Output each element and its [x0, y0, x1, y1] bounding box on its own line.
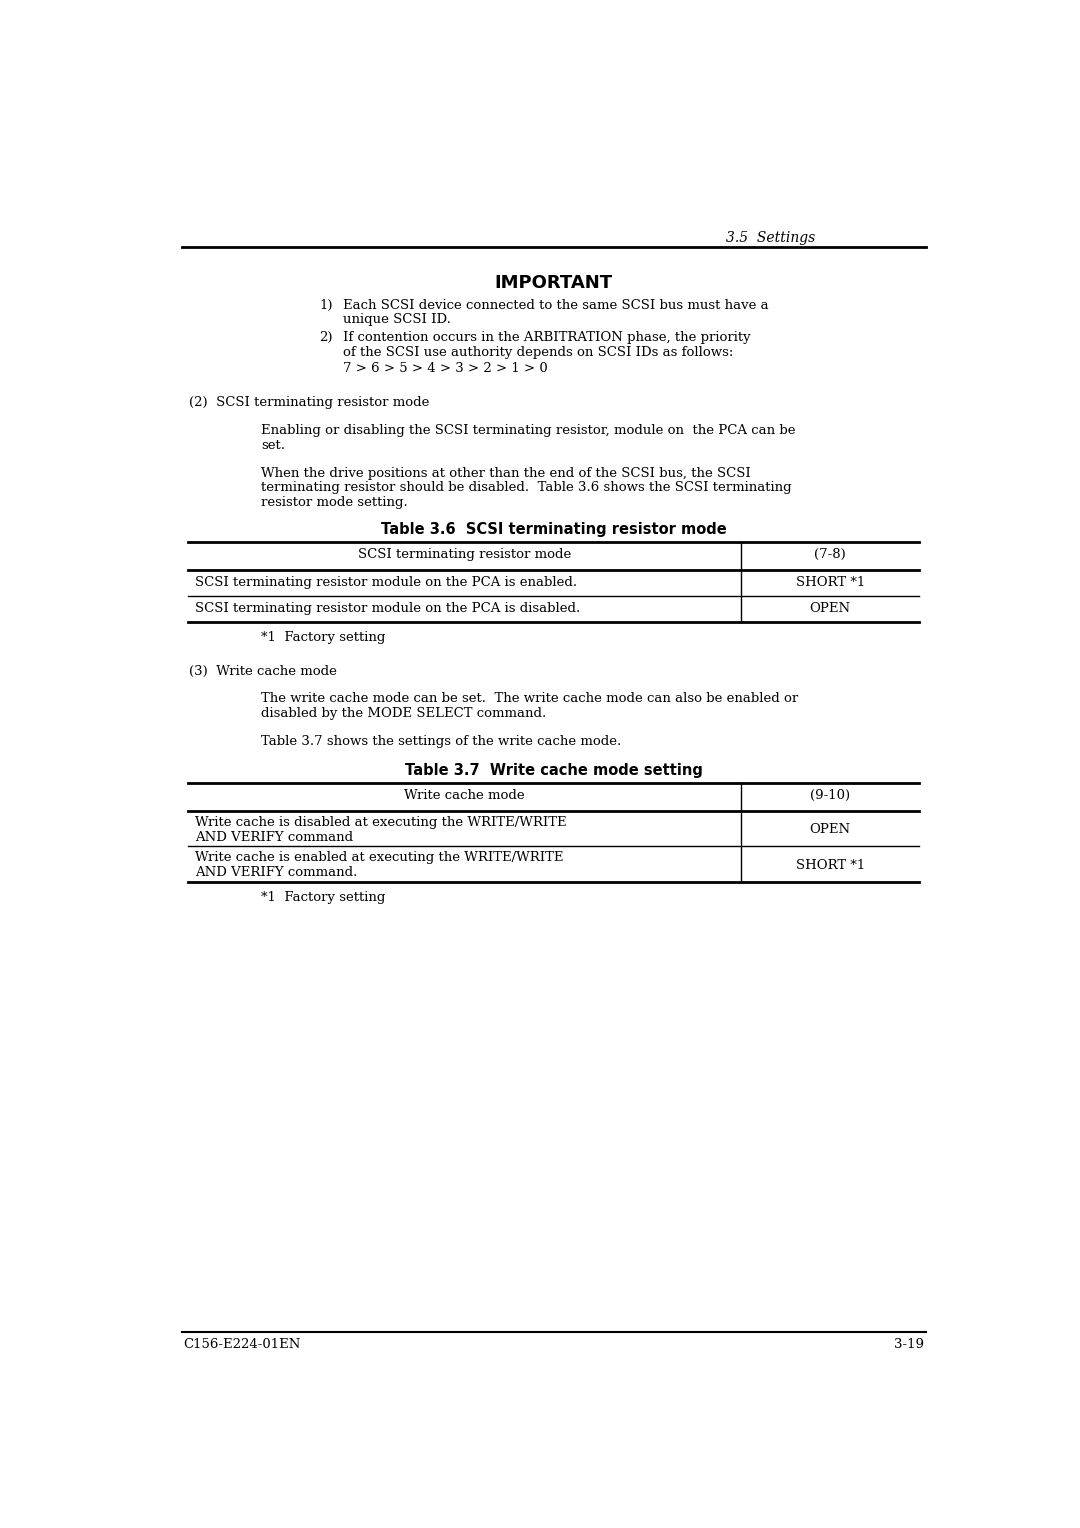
Text: *1  Factory setting: *1 Factory setting — [261, 631, 386, 645]
Text: terminating resistor should be disabled.  Table 3.6 shows the SCSI terminating: terminating resistor should be disabled.… — [261, 481, 792, 495]
Text: Write cache mode: Write cache mode — [404, 790, 525, 802]
Text: (2)  SCSI terminating resistor mode: (2) SCSI terminating resistor mode — [189, 396, 430, 410]
Text: set.: set. — [261, 439, 285, 452]
Text: (9-10): (9-10) — [810, 790, 850, 802]
Text: unique SCSI ID.: unique SCSI ID. — [342, 313, 450, 327]
Text: of the SCSI use authority depends on SCSI IDs as follows:: of the SCSI use authority depends on SCS… — [342, 345, 733, 359]
Text: SHORT *1: SHORT *1 — [796, 859, 865, 871]
Text: Write cache is disabled at executing the WRITE/WRITE
AND VERIFY command: Write cache is disabled at executing the… — [195, 816, 567, 843]
Text: (3)  Write cache mode: (3) Write cache mode — [189, 665, 337, 677]
Text: SHORT *1: SHORT *1 — [796, 576, 865, 590]
Text: C156-E224-01EN: C156-E224-01EN — [183, 1339, 300, 1351]
Text: SCSI terminating resistor mode: SCSI terminating resistor mode — [357, 549, 571, 561]
Text: IMPORTANT: IMPORTANT — [495, 274, 612, 292]
Text: 2): 2) — [320, 332, 333, 344]
Text: 7 > 6 > 5 > 4 > 3 > 2 > 1 > 0: 7 > 6 > 5 > 4 > 3 > 2 > 1 > 0 — [342, 362, 548, 374]
Text: Table 3.7 shows the settings of the write cache mode.: Table 3.7 shows the settings of the writ… — [261, 735, 622, 749]
Text: 3.5  Settings: 3.5 Settings — [726, 231, 814, 244]
Text: 3-19: 3-19 — [894, 1339, 924, 1351]
Text: Enabling or disabling the SCSI terminating resistor, module on  the PCA can be: Enabling or disabling the SCSI terminati… — [261, 425, 796, 437]
Text: OPEN: OPEN — [810, 602, 851, 616]
Text: OPEN: OPEN — [810, 824, 851, 836]
Text: 1): 1) — [320, 299, 333, 312]
Text: (7-8): (7-8) — [814, 549, 846, 561]
Text: *1  Factory setting: *1 Factory setting — [261, 891, 386, 905]
Text: Table 3.7  Write cache mode setting: Table 3.7 Write cache mode setting — [405, 762, 702, 778]
Text: Each SCSI device connected to the same SCSI bus must have a: Each SCSI device connected to the same S… — [342, 299, 768, 312]
Text: resistor mode setting.: resistor mode setting. — [261, 497, 408, 509]
Text: Table 3.6  SCSI terminating resistor mode: Table 3.6 SCSI terminating resistor mode — [380, 523, 727, 538]
Text: Write cache is enabled at executing the WRITE/WRITE
AND VERIFY command.: Write cache is enabled at executing the … — [195, 851, 564, 879]
Text: When the drive positions at other than the end of the SCSI bus, the SCSI: When the drive positions at other than t… — [261, 466, 751, 480]
Text: SCSI terminating resistor module on the PCA is enabled.: SCSI terminating resistor module on the … — [195, 576, 578, 590]
Text: SCSI terminating resistor module on the PCA is disabled.: SCSI terminating resistor module on the … — [195, 602, 581, 616]
Text: If contention occurs in the ARBITRATION phase, the priority: If contention occurs in the ARBITRATION … — [342, 332, 751, 344]
Text: The write cache mode can be set.  The write cache mode can also be enabled or: The write cache mode can be set. The wri… — [261, 692, 798, 706]
Text: disabled by the MODE SELECT command.: disabled by the MODE SELECT command. — [261, 707, 546, 720]
